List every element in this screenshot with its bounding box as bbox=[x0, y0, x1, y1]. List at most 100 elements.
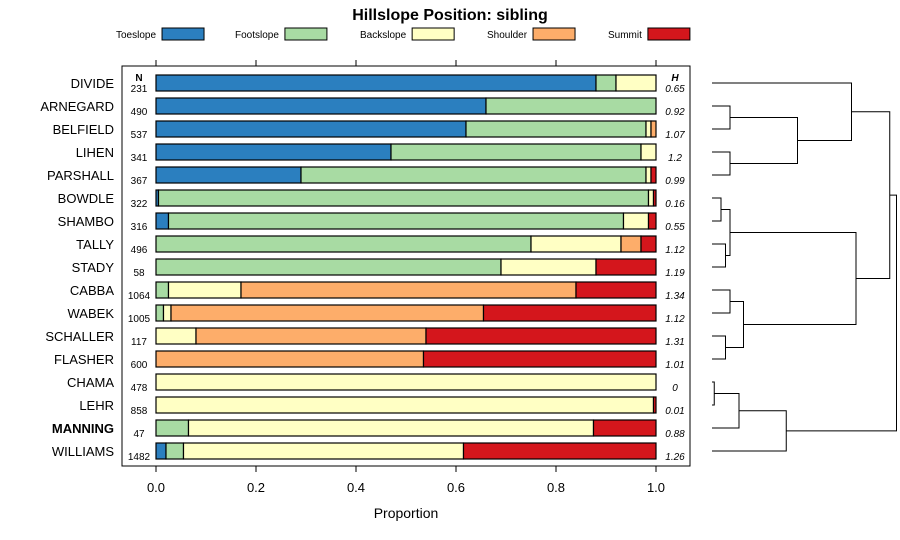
bar-segment-stady-footslope bbox=[155, 258, 502, 276]
dendro-merge-0 bbox=[712, 105, 731, 130]
bar-segment-cabba-footslope bbox=[155, 281, 170, 299]
bar-segment-bowdle-summit bbox=[652, 189, 657, 207]
bar-segment-wabek-footslope bbox=[155, 304, 165, 322]
row-label-manning: MANNING bbox=[52, 421, 114, 436]
bar-segment-williams-toeslope bbox=[155, 442, 167, 460]
bar-segment-belfield-shoulder bbox=[650, 120, 657, 138]
bar-segment-cabba-summit bbox=[575, 281, 657, 299]
bar-segment-wabek-summit bbox=[482, 304, 657, 322]
bar-segment-stady-summit bbox=[595, 258, 657, 276]
x-tick-label-1.0: 1.0 bbox=[647, 480, 665, 495]
bar-segment-parshall-toeslope bbox=[155, 166, 302, 184]
dendro-merge-11 bbox=[851, 111, 891, 279]
dendro-merge-14 bbox=[712, 410, 787, 452]
dendro-merge-15 bbox=[786, 194, 897, 432]
row-label-flasher: FLASHER bbox=[54, 352, 114, 367]
legend-label-toeslope: Toeslope bbox=[116, 30, 156, 41]
bar-segment-belfield-backslope bbox=[645, 120, 652, 138]
n-value-tally: 496 bbox=[131, 245, 148, 256]
row-label-stady: STADY bbox=[72, 260, 115, 275]
bar-segment-bowdle-backslope bbox=[647, 189, 655, 207]
bar-segment-parshall-footslope bbox=[300, 166, 647, 184]
n-value-flasher: 600 bbox=[131, 360, 148, 371]
row-label-arnegard: ARNEGARD bbox=[40, 99, 114, 114]
legend: Toeslope Footslope Backslope Shoulder Summit bbox=[116, 27, 691, 41]
n-value-belfield: 537 bbox=[131, 130, 148, 141]
h-value-lehr: 0.01 bbox=[665, 406, 684, 417]
bar-segment-lehr-summit bbox=[652, 396, 657, 414]
row-label-lihen: LIHEN bbox=[76, 145, 114, 160]
bar-segment-divide-backslope bbox=[615, 74, 657, 92]
dendro-merge-4 bbox=[712, 197, 722, 222]
row-label-cabba: CABBA bbox=[70, 283, 114, 298]
bar-segment-tally-footslope bbox=[155, 235, 532, 253]
row-label-wabek: WABEK bbox=[68, 306, 115, 321]
dendro-merge-13 bbox=[712, 393, 740, 429]
bar-segment-lehr-backslope bbox=[155, 396, 655, 414]
n-value-shambo: 316 bbox=[131, 222, 148, 233]
legend-swatch-summit bbox=[647, 27, 691, 41]
bar-segment-arnegard-footslope bbox=[485, 97, 657, 115]
h-value-bowdle: 0.16 bbox=[665, 199, 685, 210]
bar-segment-parshall-summit bbox=[650, 166, 657, 184]
bar-segment-belfield-footslope bbox=[465, 120, 647, 138]
n-value-williams: 1482 bbox=[128, 452, 151, 463]
row-label-shambo: SHAMBO bbox=[58, 214, 114, 229]
legend-label-summit: Summit bbox=[608, 30, 642, 41]
bar-segment-wabek-shoulder bbox=[170, 304, 485, 322]
bar-segment-shambo-summit bbox=[647, 212, 657, 230]
bar-segment-divide-footslope bbox=[595, 74, 617, 92]
bar-segment-belfield-toeslope bbox=[155, 120, 467, 138]
legend-swatch-shoulder bbox=[532, 27, 576, 41]
bar-segment-divide-toeslope bbox=[155, 74, 597, 92]
bar-segment-chama-backslope bbox=[155, 373, 657, 391]
bar-segment-bowdle-footslope bbox=[157, 189, 650, 207]
dendro-merge-2 bbox=[730, 117, 798, 164]
h-value-flasher: 1.01 bbox=[665, 360, 684, 371]
dendro-merge-3 bbox=[712, 82, 852, 141]
legend-label-backslope: Backslope bbox=[360, 30, 407, 41]
n-value-cabba: 1064 bbox=[128, 291, 151, 302]
n-value-schaller: 117 bbox=[131, 337, 147, 348]
row-label-divide: DIVIDE bbox=[71, 76, 115, 91]
n-value-wabek: 1005 bbox=[128, 314, 151, 325]
n-value-arnegard: 490 bbox=[131, 107, 148, 118]
bar-segment-lihen-toeslope bbox=[155, 143, 392, 161]
bar-segment-flasher-summit bbox=[422, 350, 657, 368]
dendro-merge-10 bbox=[730, 232, 857, 325]
row-label-bowdle: BOWDLE bbox=[58, 191, 115, 206]
bar-segment-schaller-backslope bbox=[155, 327, 197, 345]
n-value-bowdle: 322 bbox=[131, 199, 148, 210]
dendrogram bbox=[712, 82, 897, 452]
bar-segment-arnegard-toeslope bbox=[155, 97, 487, 115]
h-value-parshall: 0.99 bbox=[665, 176, 685, 187]
bars-group: DIVIDE 231 0.65 ARNEGARD 490 0.92 BELFIELD 537 1… bbox=[40, 74, 685, 463]
row-label-belfield: BELFIELD bbox=[53, 122, 114, 137]
h-value-schaller: 1.31 bbox=[665, 337, 684, 348]
bar-segment-cabba-backslope bbox=[167, 281, 242, 299]
legend-swatch-toeslope bbox=[161, 27, 205, 41]
bar-segment-cabba-shoulder bbox=[240, 281, 577, 299]
legend-swatch-backslope bbox=[411, 27, 455, 41]
legend-swatch-footslope bbox=[284, 27, 328, 41]
h-value-cabba: 1.34 bbox=[665, 291, 685, 302]
h-value-wabek: 1.12 bbox=[665, 314, 685, 325]
n-value-divide: 231 bbox=[131, 84, 148, 95]
h-column-header: H bbox=[671, 73, 679, 84]
dendro-merge-9 bbox=[725, 301, 744, 348]
n-value-stady: 58 bbox=[133, 268, 145, 279]
n-value-lihen: 341 bbox=[131, 153, 148, 164]
n-value-parshall: 367 bbox=[131, 176, 148, 187]
chart-title: Hillslope Position: sibling bbox=[352, 7, 548, 24]
h-value-tally: 1.12 bbox=[665, 245, 685, 256]
n-value-lehr: 858 bbox=[131, 406, 148, 417]
bar-segment-tally-backslope bbox=[530, 235, 622, 253]
h-value-divide: 0.65 bbox=[665, 84, 685, 95]
dendro-merge-1 bbox=[712, 151, 731, 176]
dendro-merge-5 bbox=[712, 243, 726, 268]
x-tick-label-0.4: 0.4 bbox=[347, 480, 365, 495]
bar-segment-shambo-footslope bbox=[167, 212, 625, 230]
bar-segment-tally-summit bbox=[640, 235, 657, 253]
row-label-schaller: SCHALLER bbox=[45, 329, 114, 344]
h-value-belfield: 1.07 bbox=[665, 130, 685, 141]
